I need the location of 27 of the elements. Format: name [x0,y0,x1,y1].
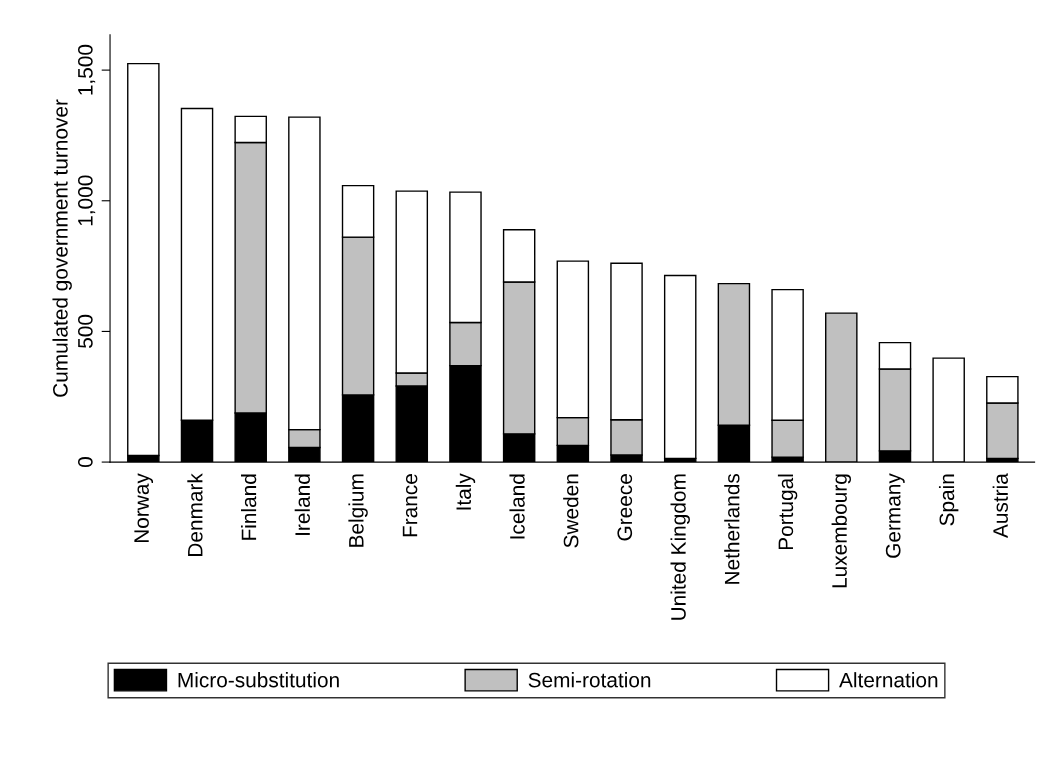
y-tick-label: 1,000 [77,175,96,226]
x-tick-label: Ireland [294,474,310,535]
bar [663,274,697,460]
bar [127,62,160,457]
x-tick-label: Spain [938,474,959,526]
y-tick-label: 500 [77,314,93,348]
x-tick-label: Portugal [777,474,798,550]
x-tick-label: Germany [885,473,905,558]
legend-label: Micro-substitution [178,672,339,688]
x-tick-label: Luxembourg [831,474,851,588]
x-tick-label: Belgium [348,474,368,547]
x-tick-label: United Kingdom [670,474,690,620]
x-tick-label: Iceland [509,474,525,539]
x-tick-label: Denmark [187,473,203,556]
y-axis-title: Cumulated government turnover [52,99,72,397]
x-tick-label: Netherlands [724,473,740,584]
y-tick-label: 1,500 [77,44,96,95]
x-tick-label: France [402,474,418,537]
legend-label: Alternation [839,672,938,688]
y-tick-label: 0 [77,457,93,468]
x-tick-label: Norway [134,473,154,543]
legend-label: Semi-rotation [528,672,651,688]
x-tick-label: Finland [240,474,257,540]
x-tick-label: Sweden [563,474,579,548]
x-tick-label: Austria [992,473,1008,538]
x-tick-label: Greece [617,474,633,541]
x-tick-label: Italy [455,473,476,510]
